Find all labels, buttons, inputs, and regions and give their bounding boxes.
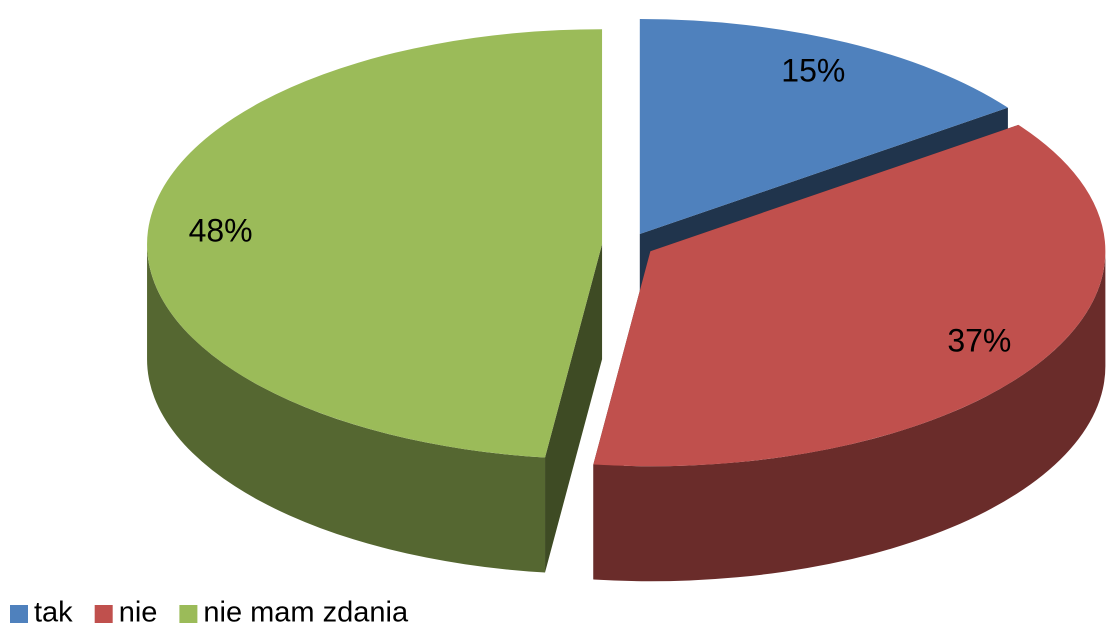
slice xyxy=(147,29,603,458)
legend-label: nie mam zdania xyxy=(203,597,409,629)
slice xyxy=(593,124,1106,467)
legend-swatch xyxy=(94,605,113,623)
slice-side xyxy=(593,251,1106,582)
data-label: 48% xyxy=(189,212,253,248)
legend-swatch xyxy=(10,605,28,623)
legend-label: nie xyxy=(119,597,158,629)
data-label: 15% xyxy=(781,53,845,89)
data-label: 37% xyxy=(947,323,1011,359)
legend-label: tak xyxy=(34,597,73,629)
legend-swatch xyxy=(179,605,198,623)
slice-wall xyxy=(545,244,603,573)
slice xyxy=(639,19,1008,235)
slice-side xyxy=(147,244,546,573)
